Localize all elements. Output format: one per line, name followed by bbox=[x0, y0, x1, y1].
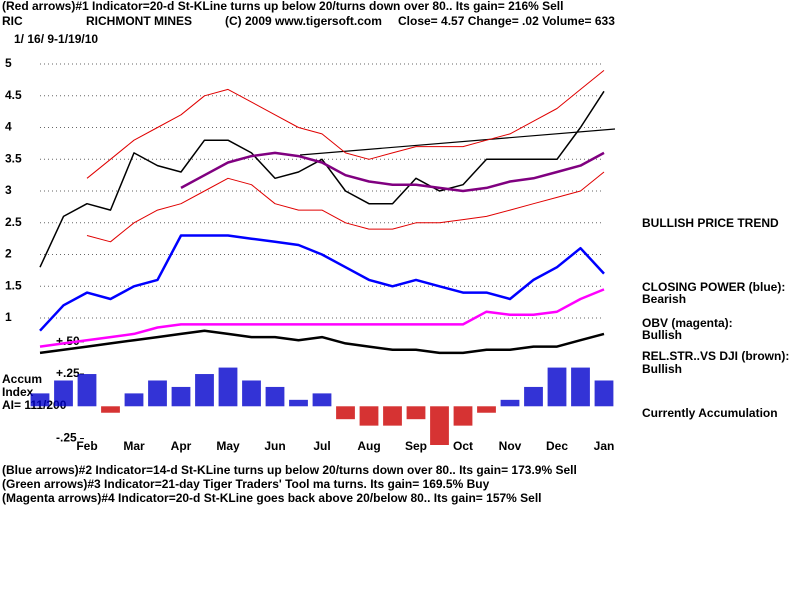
annotation: Currently Accumulation bbox=[642, 406, 778, 420]
x-tick-label: Nov bbox=[499, 439, 522, 453]
annotation: REL.STR..VS DJI (brown): bbox=[642, 349, 789, 363]
accum-bar bbox=[77, 374, 97, 407]
trend-line bbox=[299, 128, 616, 156]
y-tick-label: 3.5 bbox=[5, 151, 22, 165]
annotation: CLOSING POWER (blue): bbox=[642, 280, 785, 294]
annotation: BULLISH PRICE TREND bbox=[642, 216, 779, 230]
x-tick-label: May bbox=[216, 439, 240, 453]
y-tick-label: 1 bbox=[5, 310, 12, 324]
accum-bar bbox=[571, 367, 590, 407]
annotation: Bullish bbox=[642, 328, 682, 342]
note: (Green arrows)#3 Indicator=21-day Tiger … bbox=[2, 477, 490, 491]
accum-bar bbox=[383, 406, 402, 426]
y-tick-label: 3 bbox=[5, 183, 12, 197]
accum-bar bbox=[124, 393, 144, 407]
series-line bbox=[39, 234, 605, 332]
y-tick-label: 4 bbox=[5, 120, 12, 134]
accum-bar bbox=[289, 399, 308, 407]
subtitle: (C) 2009 www.tigersoft.com bbox=[225, 14, 382, 28]
y-tick-label: 2.5 bbox=[5, 215, 22, 229]
y-tick-label: 5 bbox=[5, 56, 12, 70]
accum-bar bbox=[453, 406, 473, 426]
annotation: OBV (magenta): bbox=[642, 316, 733, 330]
y-tick-label: 1.5 bbox=[5, 278, 22, 292]
x-tick-label: Apr bbox=[171, 439, 192, 453]
note: (Magenta arrows)#4 Indicator=20-d St-KLi… bbox=[2, 491, 542, 505]
accum-bar bbox=[312, 393, 332, 407]
accum-bar bbox=[265, 386, 285, 407]
y-tick-label: 4.5 bbox=[5, 88, 22, 102]
series-line bbox=[39, 90, 605, 268]
accum-bar bbox=[101, 406, 120, 413]
annotation: Bearish bbox=[642, 292, 686, 306]
accum-bar bbox=[477, 406, 496, 413]
subtitle: RICHMONT MINES bbox=[86, 14, 192, 28]
series-line bbox=[180, 151, 605, 193]
chart-title: (Red arrows)#1 Indicator=20-d St-KLine t… bbox=[2, 0, 563, 13]
x-tick-label: Jun bbox=[264, 439, 285, 453]
x-tick-label: Sep bbox=[405, 439, 427, 453]
accum-bar bbox=[30, 393, 50, 407]
accum-bar bbox=[406, 406, 426, 420]
accum-bar bbox=[524, 386, 543, 407]
x-tick-label: Mar bbox=[123, 439, 145, 453]
series-line bbox=[86, 70, 605, 179]
accum-bar bbox=[195, 374, 214, 407]
series-line bbox=[39, 288, 605, 348]
y2-tick-label: -.25 bbox=[56, 431, 77, 445]
x-tick-label: Jul bbox=[313, 439, 330, 453]
x-tick-label: Feb bbox=[76, 439, 97, 453]
subtitle: 1/ 16/ 9-1/19/10 bbox=[14, 32, 98, 46]
accum-bar bbox=[54, 380, 73, 407]
annotation: Bullish bbox=[642, 362, 682, 376]
accum-bar bbox=[336, 406, 355, 420]
accum-bar bbox=[430, 406, 449, 445]
accum-bar bbox=[148, 380, 167, 407]
y-tick-label: 2 bbox=[5, 247, 12, 261]
accum-bar bbox=[171, 386, 191, 407]
series-line bbox=[86, 171, 605, 243]
accum-bar bbox=[218, 367, 238, 407]
x-tick-label: Oct bbox=[453, 439, 473, 453]
note: (Blue arrows)#2 Indicator=14-d St-KLine … bbox=[2, 463, 577, 477]
x-tick-label: Aug bbox=[357, 439, 380, 453]
subtitle: Close= 4.57 Change= .02 Volume= 633 bbox=[398, 14, 615, 28]
series-line bbox=[39, 329, 605, 355]
accum-bar bbox=[500, 399, 520, 407]
y2-tick-label: +.25 bbox=[56, 366, 80, 380]
subtitle: RIC bbox=[2, 14, 23, 28]
x-tick-label: Jan bbox=[594, 439, 615, 453]
x-tick-label: Dec bbox=[546, 439, 568, 453]
annotation: Accum bbox=[2, 372, 42, 386]
accum-bar bbox=[594, 380, 614, 407]
accum-bar bbox=[547, 367, 567, 407]
annotation: Index bbox=[2, 385, 34, 399]
accum-bar bbox=[359, 406, 379, 426]
accum-bar bbox=[242, 380, 261, 407]
